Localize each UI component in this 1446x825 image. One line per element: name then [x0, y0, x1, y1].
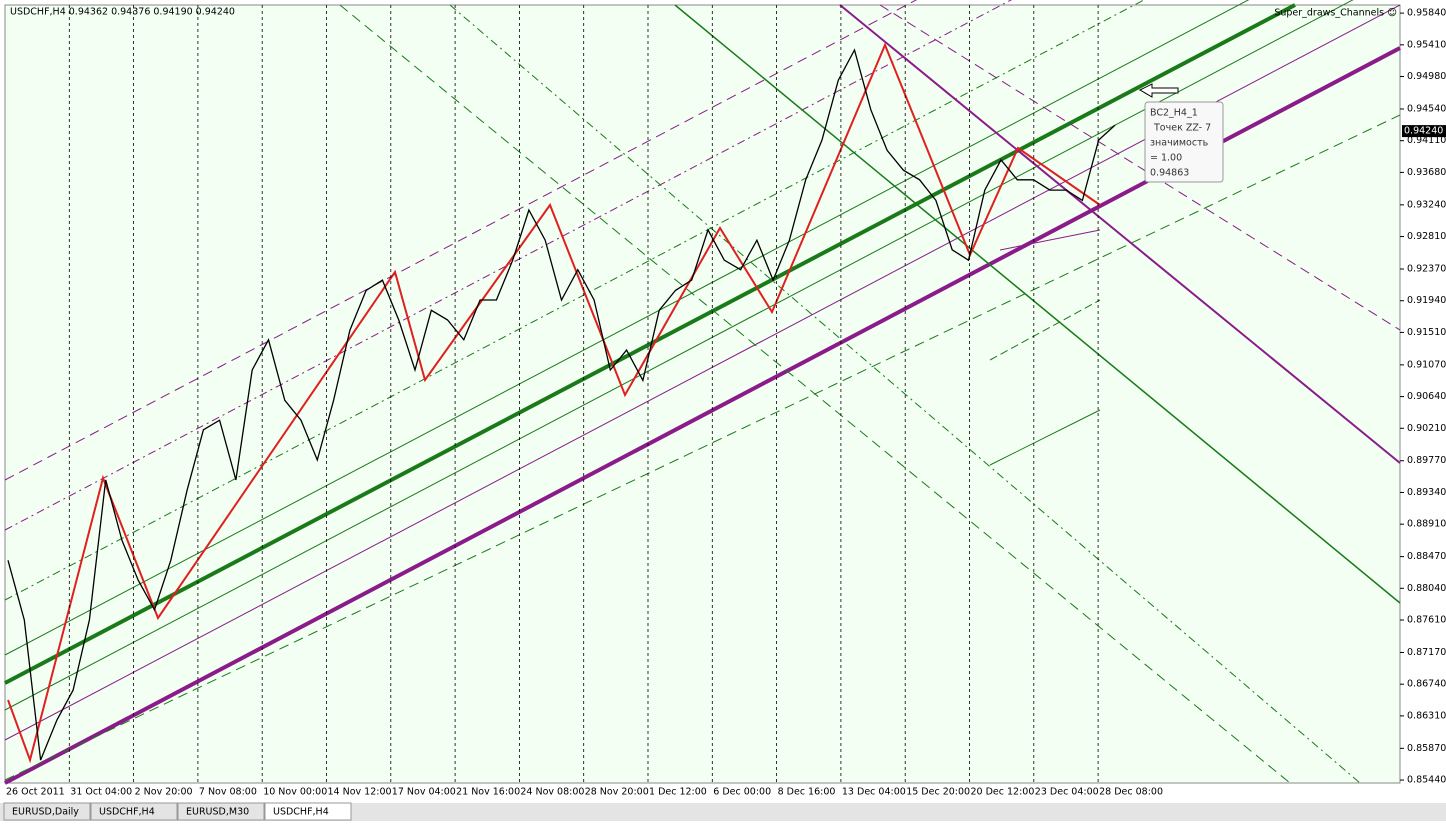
channel-line — [989, 299, 1101, 361]
y-tick-label: 0.93680 — [1407, 167, 1446, 178]
x-tick-label: 26 Oct 2011 — [6, 787, 65, 798]
channel-line — [4, 0, 1354, 711]
tab[interactable] — [90, 802, 178, 821]
x-tick-label: 28 Dec 08:00 — [1099, 787, 1163, 798]
y-tick-label: 0.91070 — [1407, 359, 1446, 370]
channel-line — [839, 4, 1401, 464]
x-tick-label: 7 Nov 08:00 — [199, 787, 257, 798]
x-tick-label: 15 Dec 20:00 — [906, 787, 970, 798]
tooltip-line: 0.94863 — [1150, 168, 1189, 179]
tab[interactable] — [264, 802, 352, 821]
tooltip-line: значимость — [1150, 138, 1209, 149]
y-tick-label: 0.88470 — [1407, 551, 1446, 562]
y-tick-label: 0.94110 — [1407, 135, 1446, 146]
y-tick-label: 0.88910 — [1407, 519, 1446, 530]
tooltip-line: Точек ZZ- 7 — [1153, 123, 1211, 134]
x-tick-label: 1 Dec 12:00 — [649, 787, 707, 798]
tab-label[interactable]: USDCHF,H4 — [99, 807, 155, 818]
channel-line — [449, 4, 1361, 784]
tab[interactable] — [177, 802, 265, 821]
tooltip-box — [1144, 101, 1224, 183]
tooltip-line: BC2_H4_1 — [1150, 108, 1198, 119]
channel-line — [339, 4, 1291, 784]
y-tick-label: 0.90640 — [1407, 391, 1446, 402]
x-tick-label: 20 Dec 12:00 — [971, 787, 1035, 798]
tab[interactable] — [3, 802, 91, 821]
y-tick-label: 0.92810 — [1407, 231, 1446, 242]
x-tick-label: 21 Nov 16:00 — [456, 787, 520, 798]
y-tick-label: 0.86740 — [1407, 679, 1446, 690]
y-tick-label: 0.95840 — [1407, 8, 1446, 19]
chart-title: USDCHF,H4 0.94362 0.94376 0.94190 0.9424… — [10, 7, 235, 18]
indicator-name: Super_draws_Channels ☺ — [1274, 8, 1397, 19]
x-tick-label: 28 Nov 20:00 — [585, 787, 649, 798]
y-tick-label: 0.91940 — [1407, 295, 1446, 306]
x-tick-label: 13 Dec 04:00 — [842, 787, 906, 798]
channel-line — [674, 4, 1401, 604]
x-tick-label: 24 Nov 08:00 — [520, 787, 584, 798]
y-tick-label: 0.90210 — [1407, 423, 1446, 434]
channel-line — [4, 0, 1250, 656]
y-tick-label: 0.87170 — [1407, 647, 1446, 658]
channel-line — [7, 42, 1101, 764]
current-price-box — [1402, 125, 1446, 138]
y-tick-label: 0.87610 — [1407, 615, 1446, 626]
channel-line — [879, 4, 1401, 331]
y-tick-label: 0.91510 — [1407, 327, 1446, 338]
y-tick-label: 0.88040 — [1407, 583, 1446, 594]
x-tick-label: 8 Dec 16:00 — [778, 787, 836, 798]
channel-line — [4, 0, 918, 481]
x-tick-label: 2 Nov 20:00 — [135, 787, 193, 798]
tab-bar — [0, 803, 1446, 821]
y-tick-label: 0.89770 — [1407, 455, 1446, 466]
tooltip-line: = 1.00 — [1150, 153, 1182, 164]
x-tick-label: 14 Nov 12:00 — [328, 787, 392, 798]
tab-label[interactable]: EURUSD,Daily — [12, 807, 79, 818]
x-tick-label: 31 Oct 04:00 — [70, 787, 132, 798]
y-tick-label: 0.85870 — [1407, 743, 1446, 754]
y-tick-label: 0.89340 — [1407, 487, 1446, 498]
price-line — [7, 48, 1116, 761]
current-price-label: 0.94240 — [1404, 126, 1443, 137]
tab-label[interactable]: EURUSD,M30 — [186, 807, 249, 818]
y-tick-label: 0.93240 — [1407, 199, 1446, 210]
x-tick-label: 10 Nov 00:00 — [263, 787, 327, 798]
y-tick-label: 0.92370 — [1407, 264, 1446, 275]
channel-line — [1138, 83, 1179, 98]
y-tick-label: 0.95410 — [1407, 39, 1446, 50]
channels — [4, 0, 1401, 785]
channel-line — [4, 114, 1401, 781]
y-tick-label: 0.94540 — [1407, 103, 1446, 114]
x-tick-label: 23 Dec 04:00 — [1035, 787, 1099, 798]
y-tick-label: 0.85440 — [1407, 775, 1446, 786]
x-tick-label: 17 Nov 04:00 — [392, 787, 456, 798]
channel-line — [999, 229, 1101, 251]
y-tick-label: 0.86310 — [1407, 710, 1446, 721]
x-tick-label: 6 Dec 00:00 — [713, 787, 771, 798]
tab-label[interactable]: USDCHF,H4 — [273, 807, 329, 818]
channel-line — [989, 409, 1101, 466]
y-tick-label: 0.94980 — [1407, 71, 1446, 82]
channel-line — [4, 3, 1296, 685]
